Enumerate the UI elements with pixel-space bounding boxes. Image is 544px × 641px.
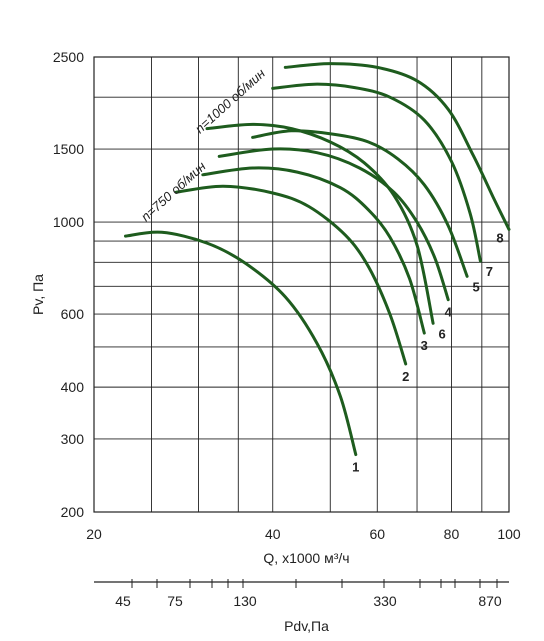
y-tick-label: 1500 <box>53 141 84 157</box>
pdv-tick-label: 330 <box>373 593 397 609</box>
curve-8 <box>283 62 511 231</box>
speed-label-750: n=750 об/мин <box>138 158 209 224</box>
pdv-tick-label: 75 <box>167 593 183 609</box>
curve-label-3: 3 <box>421 338 428 353</box>
x-tick-label: 20 <box>86 526 102 542</box>
x-tick-label: 60 <box>369 526 385 542</box>
pdv-tick-label: 130 <box>233 593 257 609</box>
series-group <box>124 62 511 457</box>
curve-3 <box>201 166 426 335</box>
y-axis-title: Pv, Па <box>30 274 46 315</box>
x-tick-label: 100 <box>497 526 521 542</box>
plot-frame <box>93 56 510 513</box>
curve-label-4: 4 <box>445 305 453 320</box>
pdv-tick-label: 870 <box>478 593 502 609</box>
grid <box>93 56 510 588</box>
curve-label-2: 2 <box>402 369 409 384</box>
pdv-axis-title: Pdv,Па <box>284 618 329 634</box>
y-tick-label: 600 <box>61 306 85 322</box>
pdv-tick-label: 45 <box>115 593 131 609</box>
y-tick-label: 1000 <box>53 214 84 230</box>
curve-2 <box>174 184 408 366</box>
curve-label-1: 1 <box>352 460 359 475</box>
curve-label-6: 6 <box>438 326 445 341</box>
curve-label-8: 8 <box>496 230 503 245</box>
curve-label-5: 5 <box>472 279 479 294</box>
labels: 20 40 60 80 100 2500 1500 1000 600 400 300 200 Q, x1… <box>30 49 521 634</box>
curve-label-7: 7 <box>486 264 493 279</box>
y-tick-label: 400 <box>61 379 85 395</box>
curve-6 <box>205 122 435 325</box>
y-tick-label: 300 <box>61 431 85 447</box>
x-tick-label: 40 <box>265 526 281 542</box>
y-tick-label: 2500 <box>53 49 84 65</box>
y-tick-label: 200 <box>61 504 85 520</box>
curve-4 <box>217 147 450 302</box>
curve-7 <box>271 82 482 263</box>
x-tick-label: 80 <box>444 526 460 542</box>
x-axis-title: Q, x1000 м³/ч <box>263 550 349 566</box>
curve-1 <box>124 230 358 457</box>
